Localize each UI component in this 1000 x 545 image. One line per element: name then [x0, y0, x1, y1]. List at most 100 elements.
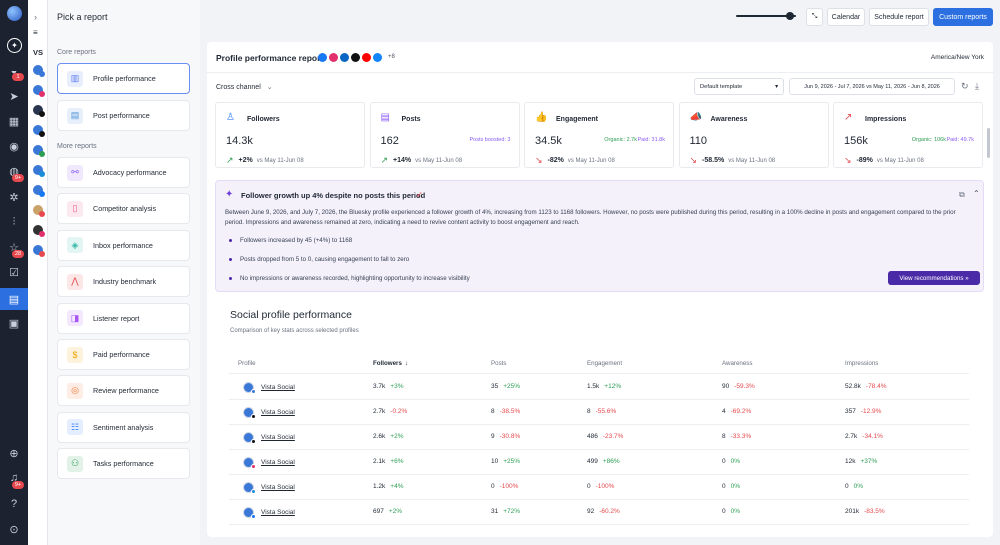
column-header[interactable]: Followers ↓	[373, 360, 408, 367]
metric-change: +2%	[390, 433, 404, 440]
profile-name-link[interactable]: Vista Social	[261, 409, 295, 416]
help-icon[interactable]: ?	[10, 498, 18, 510]
report-paid[interactable]: $ Paid performance	[57, 339, 190, 370]
report-benchmark[interactable]: ⋀ Industry benchmark	[57, 266, 190, 298]
bell-icon[interactable]: ♫	[9, 472, 19, 484]
inbox-icon[interactable]: ◒	[10, 65, 18, 77]
profile-name-link[interactable]: Vista Social	[261, 384, 295, 391]
column-header[interactable]: Impressions	[845, 360, 878, 367]
metric-card-impressions[interactable]: ↗ Impressions 156k Organic: 106k Paid: 49.7k…	[833, 102, 983, 168]
profile-cell[interactable]: Vista Social	[243, 457, 295, 469]
collapse-icon[interactable]: ⤡	[806, 8, 823, 26]
avatar	[243, 482, 256, 494]
social-section-title: Social profile performance	[230, 309, 352, 321]
table-row[interactable]: Vista Social 2.7k -0.2% 8 -38.5% 8 -55.6% 4 -69.…	[229, 400, 969, 425]
report-label: Paid performance	[93, 350, 150, 359]
account-icon[interactable]: ⊙	[9, 523, 19, 536]
report-listener[interactable]: ◨ Listener report	[57, 302, 190, 334]
listening-icon[interactable]: ⫶	[12, 215, 16, 228]
metric-delta: ↘ -89% vs May 11-Jun 08	[844, 155, 924, 166]
metric-title: Followers	[247, 116, 280, 123]
calendar-button[interactable]: Calendar	[827, 8, 865, 26]
metric-note-paid: Paid: 49.7k	[946, 137, 974, 143]
table-row[interactable]: Vista Social 2.1k +6% 10 +25% 499 +86% 0 0% 12k +3…	[229, 450, 969, 475]
metric-value: 8	[491, 408, 495, 415]
metric-card-engagement[interactable]: 👍 Engagement 34.5k Organic: 2.7k Paid: 31.8k…	[524, 102, 674, 168]
profile-cell[interactable]: Vista Social	[243, 407, 295, 419]
report-label: Tasks performance	[93, 459, 154, 469]
report-advocacy[interactable]: ⚯ Advocacy performance	[57, 157, 190, 188]
table-row[interactable]: Vista Social 3.7k +3% 35 +25% 1.5k +12% 90 -59.3…	[229, 375, 969, 400]
table-row[interactable]: Vista Social 2.6k +2% 9 -30.8% 486 -23.7% 8 -33.…	[229, 425, 969, 450]
calendar-icon[interactable]: ▦	[8, 115, 20, 128]
column-header[interactable]: Posts	[491, 360, 506, 367]
messages-badge: 9+	[12, 174, 24, 182]
metric-value: 4	[722, 408, 726, 415]
report-sentiment[interactable]: ☷ Sentiment analysis	[57, 411, 190, 443]
profile-name-link[interactable]: Vista Social	[261, 484, 295, 491]
media-icon[interactable]: ◉	[9, 140, 19, 153]
trend-down-icon: ↘	[844, 155, 852, 165]
metric-card-followers[interactable]: ♙ Followers 14.3k ↗ +2% vs May 11-Jun 08	[215, 102, 365, 168]
view-recommendations-button[interactable]: View recommendations »	[888, 271, 980, 285]
table-row[interactable]: Vista Social 697 +2% 31 +72% 92 -60.2% 0 0% 201k -…	[229, 500, 969, 525]
custom-reports-button[interactable]: Custom reports	[933, 8, 993, 26]
report-competitor[interactable]: ▯ Competitor analysis	[57, 193, 190, 225]
profile-name-link[interactable]: Vista Social	[261, 459, 295, 466]
profile-name-link[interactable]: Vista Social	[261, 434, 295, 441]
metric-cell: 10 +25%	[491, 458, 520, 465]
chevron-up-icon[interactable]: ⌃	[973, 189, 980, 198]
linkedin-icon	[340, 53, 349, 62]
profile-name-link[interactable]: Vista Social	[261, 509, 295, 516]
review-icon: ◎	[67, 382, 83, 399]
profile-cell[interactable]: Vista Social	[243, 382, 295, 394]
metric-value: 0	[491, 483, 495, 490]
report-profile-report[interactable]: ▥ Profile performance	[57, 63, 190, 94]
template-select[interactable]: Default template ▾	[694, 78, 784, 95]
profile-cell[interactable]: Vista Social	[243, 432, 295, 444]
assistant-icon[interactable]: ✦	[7, 38, 22, 53]
benchmark-icon: ⋀	[67, 273, 83, 290]
report-review[interactable]: ◎ Review performance	[57, 375, 190, 407]
insight-bullet: No impressions or awareness recorded, hi…	[229, 275, 470, 282]
profile-cell[interactable]: Vista Social	[243, 507, 295, 519]
metric-title: Engagement	[556, 116, 599, 123]
channel-select[interactable]: Cross channel ⌄	[216, 83, 273, 92]
download-icon[interactable]: ⤓	[975, 81, 979, 91]
metric-change: 0%	[853, 483, 864, 490]
metric-value: 9	[491, 433, 495, 440]
tasks-icon[interactable]: ☑	[9, 266, 19, 279]
reports-nav-active[interactable]: ▤	[0, 288, 28, 310]
refresh-icon[interactable]: ↻	[961, 81, 969, 91]
metric-card-posts[interactable]: ▤ Posts 162 Posts boosted: 3 ↗ +14% vs May 11-…	[369, 102, 520, 168]
report-tasks[interactable]: ⚇ Tasks performance	[57, 448, 190, 480]
publish-icon[interactable]: ➤	[9, 90, 19, 103]
metric-value: 2.6k	[373, 433, 386, 440]
messages-icon[interactable]: ◍	[9, 165, 19, 178]
reviews-icon[interactable]: ☆	[9, 241, 19, 254]
network-icon	[39, 91, 45, 97]
schedule-report-button[interactable]: Schedule report	[869, 8, 929, 26]
profile-cell[interactable]: Vista Social	[243, 482, 295, 494]
compare-period: vs May 11-Jun 08	[876, 157, 924, 164]
scrollbar-thumb[interactable]	[987, 128, 990, 158]
metric-cell: 357 -12.9%	[845, 408, 881, 415]
report-inbox[interactable]: ◈ Inbox performance	[57, 229, 190, 261]
column-header[interactable]: Engagement	[587, 360, 622, 367]
table-row[interactable]: Vista Social 1.2k +4% 0 -100% 0 -100% 0 0% 0 0%	[229, 475, 969, 500]
expand-chevron-icon[interactable]: ›	[34, 12, 37, 22]
filter-icon[interactable]: ≡	[33, 28, 38, 37]
report-post-report[interactable]: ▤ Post performance	[57, 100, 190, 131]
metric-title: Impressions	[865, 116, 907, 123]
app-logo-icon[interactable]	[7, 6, 22, 21]
copy-icon[interactable]: ⧉	[959, 190, 965, 199]
zoom-slider-track[interactable]	[736, 15, 796, 17]
layout-icon[interactable]: ▣	[8, 317, 20, 330]
add-icon[interactable]: ⊕	[9, 447, 19, 460]
metric-note: Organic: 2.7k	[604, 137, 637, 143]
zoom-slider-handle[interactable]	[786, 12, 794, 20]
metric-card-awareness[interactable]: 📣 Awareness 110 ↘ -58.5% vs May 11-Jun 08	[678, 102, 829, 168]
column-header[interactable]: Awareness	[722, 360, 753, 367]
integrations-icon[interactable]: ✲	[9, 191, 19, 204]
date-range-picker[interactable]: Jun 9, 2026 - Jul 7, 2026 vs May 11, 202…	[789, 78, 955, 95]
